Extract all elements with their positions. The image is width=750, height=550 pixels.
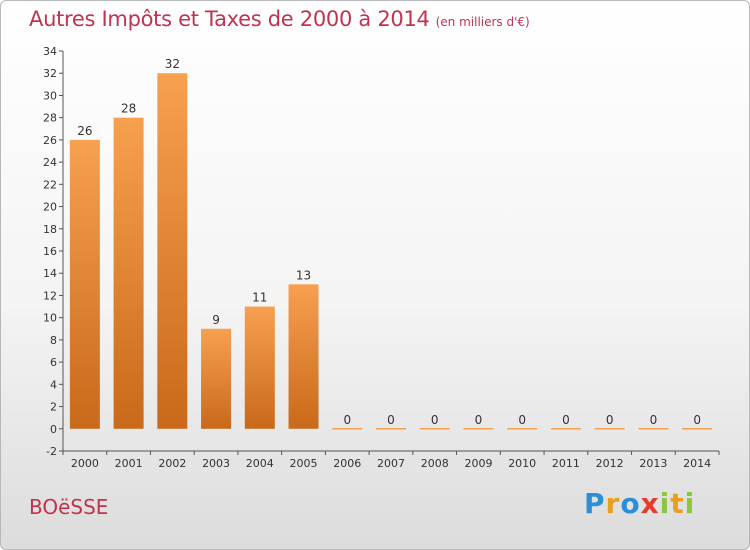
- y-tick-label: 24: [43, 156, 57, 169]
- y-tick-label: 10: [43, 312, 57, 325]
- data-label: 0: [343, 413, 351, 427]
- bar: [507, 428, 538, 430]
- y-tick-label: 30: [43, 89, 57, 102]
- x-tick-label: 2014: [683, 457, 711, 470]
- data-label: 32: [165, 57, 180, 71]
- y-tick-label: 32: [43, 67, 57, 80]
- data-label: 0: [693, 413, 701, 427]
- logo-letter: P: [584, 487, 606, 520]
- x-tick-label: 2005: [290, 457, 318, 470]
- chart-title-text: Autres Impôts et Taxes de 2000 à 2014: [29, 7, 430, 31]
- x-tick-label: 2009: [464, 457, 492, 470]
- logo-letter: t: [670, 487, 685, 520]
- y-tick-label: 2: [50, 401, 57, 414]
- data-label: 0: [606, 413, 614, 427]
- data-label: 0: [562, 413, 570, 427]
- bar: [332, 428, 363, 430]
- x-tick-label: 2003: [202, 457, 230, 470]
- y-tick-label: 18: [43, 223, 57, 236]
- x-tick-label: 2006: [333, 457, 361, 470]
- y-tick-label: 34: [43, 45, 57, 58]
- y-tick-label: 20: [43, 201, 57, 214]
- data-label: 0: [387, 413, 395, 427]
- y-tick-label: 22: [43, 178, 57, 191]
- y-tick-label: 28: [43, 112, 57, 125]
- y-tick-label: 0: [50, 423, 57, 436]
- bar: [594, 428, 625, 430]
- data-label: 28: [121, 102, 136, 116]
- data-label: 9: [212, 313, 220, 327]
- data-label: 0: [475, 413, 483, 427]
- chart-bars: [69, 73, 713, 430]
- bar: [419, 428, 450, 430]
- chart-subtitle: (en milliers d'€): [435, 15, 530, 29]
- y-tick-label: 14: [43, 267, 57, 280]
- x-tick-label: 2004: [246, 457, 274, 470]
- logo-letter: i: [684, 487, 696, 520]
- chart-title: Autres Impôts et Taxes de 2000 à 2014 (en…: [29, 7, 530, 31]
- data-label: 26: [77, 124, 92, 138]
- bar: [69, 139, 100, 429]
- logo-letter: o: [620, 487, 641, 520]
- proxiti-logo: Proxiti: [584, 487, 695, 520]
- y-tick-label: -2: [46, 445, 57, 458]
- bar: [463, 428, 494, 430]
- bar: [288, 284, 319, 429]
- logo-letter: r: [605, 487, 621, 520]
- bar: [682, 428, 713, 430]
- bar: [638, 428, 669, 430]
- data-label: 0: [650, 413, 658, 427]
- town-name: BOëSSE: [29, 495, 109, 519]
- bar: [244, 306, 275, 429]
- x-tick-label: 2001: [115, 457, 143, 470]
- y-tick-label: 12: [43, 289, 57, 302]
- data-label: 11: [252, 291, 267, 305]
- bar: [550, 428, 581, 430]
- x-tick-label: 2013: [639, 457, 667, 470]
- y-tick-label: 26: [43, 134, 57, 147]
- bar: [157, 73, 188, 429]
- bar: [113, 117, 144, 429]
- chart-data-labels: 26 28 32 9 11 13 0 0 0 0 0 0 0 0 0: [77, 57, 701, 427]
- x-tick-label: 2011: [552, 457, 580, 470]
- x-tick-label: 2010: [508, 457, 536, 470]
- x-tick-label: 2002: [158, 457, 186, 470]
- y-tick-label: 4: [50, 378, 57, 391]
- x-tick-label: 2007: [377, 457, 405, 470]
- data-label: 0: [431, 413, 439, 427]
- y-tick-label: 8: [50, 334, 57, 347]
- x-tick-label: 2012: [596, 457, 624, 470]
- data-label: 13: [296, 268, 311, 282]
- bar: [201, 328, 232, 429]
- y-tick-label: 6: [50, 356, 57, 369]
- x-tick-label: 2008: [421, 457, 449, 470]
- x-tick-label: 2000: [71, 457, 99, 470]
- bar: [376, 428, 406, 430]
- logo-letter: i: [659, 487, 671, 520]
- logo-letter: x: [640, 487, 660, 520]
- y-tick-label: 16: [43, 245, 57, 258]
- data-label: 0: [518, 413, 526, 427]
